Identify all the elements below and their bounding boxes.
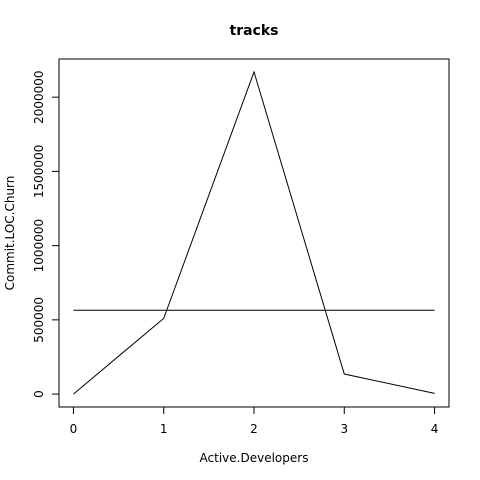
y-tick-label: 1500000 xyxy=(32,145,46,198)
y-axis: 0 500000 1000000 1500000 2000000 xyxy=(32,70,59,397)
x-axis-title: Active.Developers xyxy=(200,451,309,465)
series-line xyxy=(73,72,434,394)
chart-title: tracks xyxy=(230,23,279,39)
x-tick-label: 0 xyxy=(70,422,78,436)
x-tick-label: 2 xyxy=(250,422,258,436)
x-tick-label: 1 xyxy=(160,422,168,436)
y-tick-label: 500000 xyxy=(32,297,46,343)
series-group xyxy=(73,72,434,394)
x-tick-label: 4 xyxy=(431,422,439,436)
plot-frame xyxy=(59,59,449,407)
y-tick-label: 1000000 xyxy=(32,219,46,272)
x-axis: 0 1 2 3 4 xyxy=(70,407,439,436)
y-axis-title: Commit.LOC.Churn xyxy=(3,176,17,291)
y-tick-label: 2000000 xyxy=(32,70,46,123)
x-tick-label: 3 xyxy=(340,422,348,436)
y-tick-label: 0 xyxy=(32,390,46,398)
